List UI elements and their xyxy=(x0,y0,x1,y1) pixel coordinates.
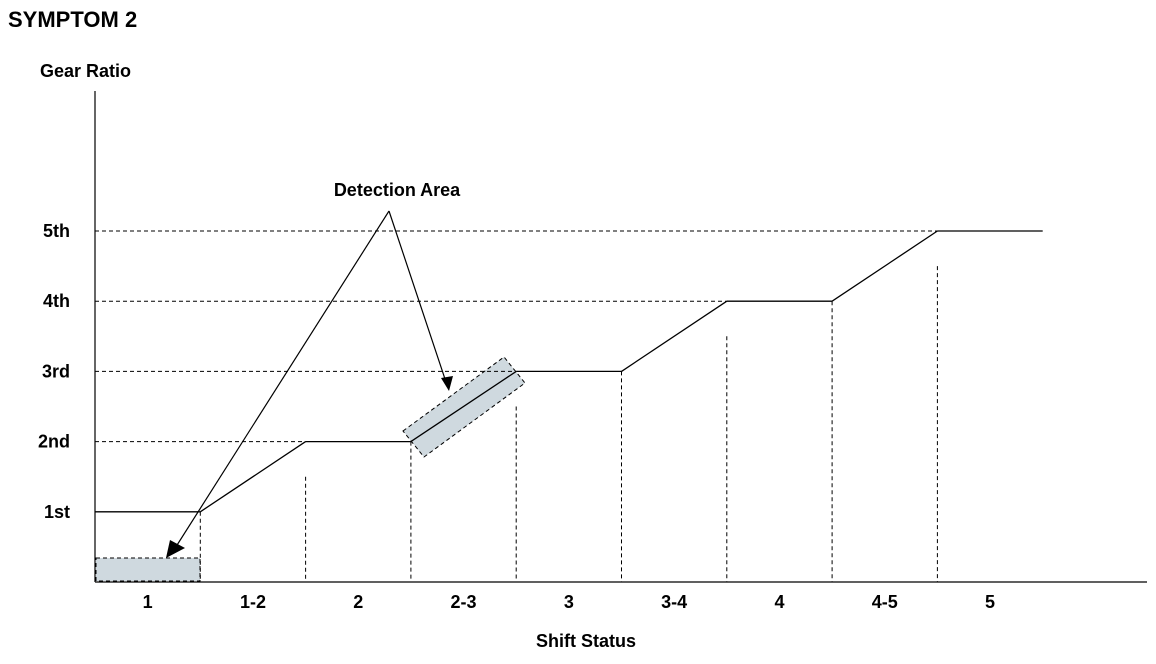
y-axis-title: Gear Ratio xyxy=(40,61,131,81)
trace-segment xyxy=(410,370,517,443)
arrowhead-right-icon xyxy=(441,376,453,391)
trace-segment xyxy=(199,441,306,513)
x-tick-label: 3-4 xyxy=(661,592,687,612)
x-tick-label: 5 xyxy=(985,592,995,612)
x-axis-title: Shift Status xyxy=(536,631,636,651)
arrowhead-left-icon xyxy=(166,540,185,558)
detection-area-2-3 xyxy=(402,356,526,458)
x-tick-label: 3 xyxy=(564,592,574,612)
y-tick-label: 1st xyxy=(44,502,70,522)
axis-labels: 1st 2nd 3rd 4th 5th 1 1-2 2 2-3 3 3-4 4 4-5 5 xyxy=(38,221,995,612)
x-tick-label: 4-5 xyxy=(872,592,898,612)
x-tick-label: 1 xyxy=(143,592,153,612)
y-tick-label: 4th xyxy=(43,291,70,311)
detection-area-1 xyxy=(95,557,201,582)
y-tick-label: 5th xyxy=(43,221,70,241)
trace-segment xyxy=(831,230,938,302)
x-tick-label: 2 xyxy=(353,592,363,612)
annotation-arrow-left xyxy=(171,210,390,554)
x-tick-label: 1-2 xyxy=(240,592,266,612)
gear-ratio-trace xyxy=(95,230,1043,513)
y-tick-label: 2nd xyxy=(38,432,70,452)
annotation-arrow-right xyxy=(388,210,448,386)
trace-segment xyxy=(621,300,728,372)
y-tick-label: 3rd xyxy=(42,361,70,381)
x-tick-label: 2-3 xyxy=(451,592,477,612)
diagram-title: SYMPTOM 2 xyxy=(8,7,137,32)
detection-area-label: Detection Area xyxy=(334,180,461,200)
guide-lines xyxy=(95,230,938,582)
x-tick-label: 4 xyxy=(774,592,784,612)
